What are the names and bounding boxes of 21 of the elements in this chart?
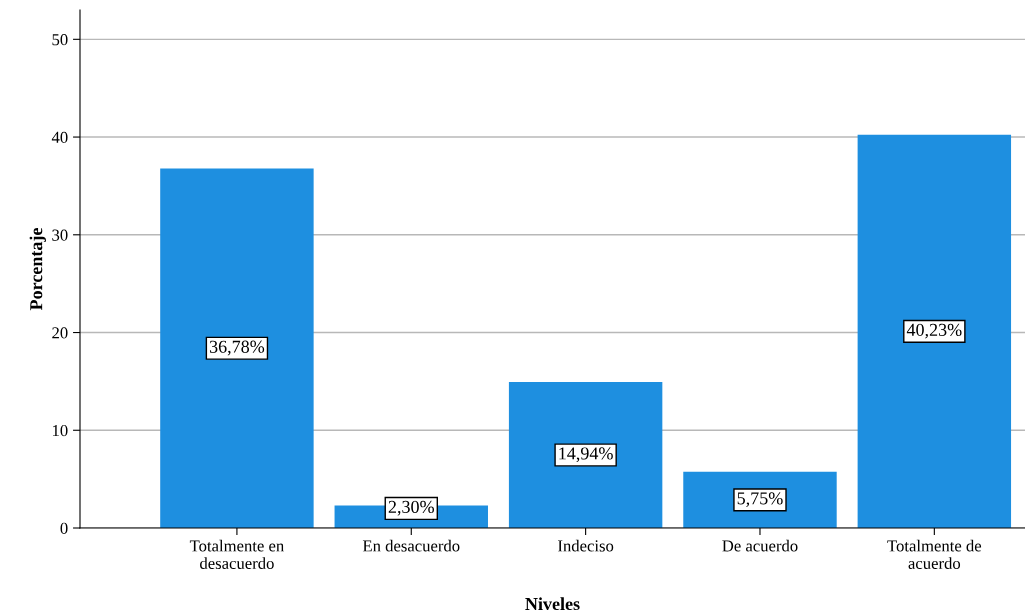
x-tick-label: En desacuerdo bbox=[362, 539, 460, 552]
y-tick-label: 20 bbox=[52, 327, 68, 339]
y-tick-label: 50 bbox=[52, 34, 68, 46]
x-tick-label: Totalmente en desacuerdo bbox=[189, 539, 284, 569]
x-axis-title: Niveles bbox=[525, 597, 580, 611]
y-axis-title: Porcentaje bbox=[29, 228, 46, 311]
x-tick-label: Indeciso bbox=[558, 539, 614, 552]
y-tick-label: 40 bbox=[51, 131, 68, 143]
y-tick-label: 30 bbox=[52, 229, 68, 241]
y-tick-label: 0 bbox=[60, 522, 68, 534]
data-label: 5,75% bbox=[737, 492, 783, 508]
y-tick-label: 10 bbox=[52, 424, 68, 437]
x-tick-label: De acuerdo bbox=[722, 539, 798, 552]
data-label: 40,23% bbox=[906, 323, 962, 339]
data-label: 36,78% bbox=[209, 340, 265, 356]
bar bbox=[857, 134, 1012, 528]
bar bbox=[160, 168, 314, 528]
bar bbox=[508, 381, 663, 528]
x-tick-label: Totalmente de acuerdo bbox=[887, 539, 982, 569]
data-label: 14,94% bbox=[559, 447, 613, 463]
data-label: 2,30% bbox=[388, 500, 434, 516]
